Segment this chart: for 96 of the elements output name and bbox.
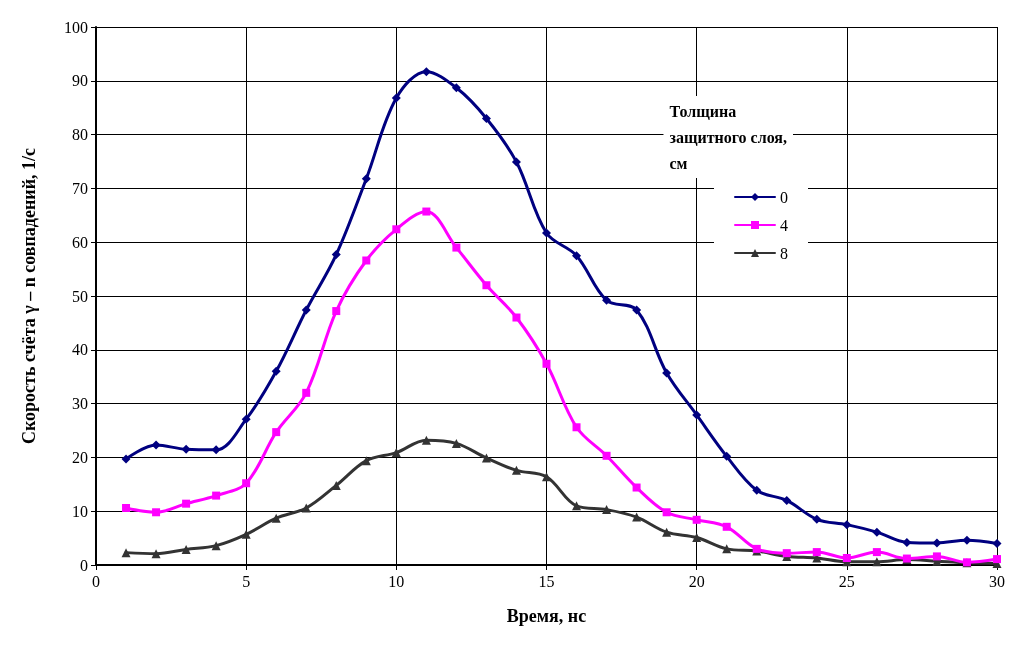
legend-label: 0: [780, 188, 788, 206]
point: [872, 548, 881, 557]
point: [512, 313, 521, 322]
point: [362, 256, 371, 265]
point: [301, 305, 311, 315]
y-tick-label: 40: [72, 341, 88, 359]
point: [511, 157, 521, 167]
point: [722, 451, 732, 461]
point: [392, 225, 401, 234]
y-tick-label: 0: [80, 556, 88, 574]
point: [932, 552, 941, 561]
point: [722, 522, 731, 531]
y-tick-label: 80: [72, 126, 88, 144]
point: [692, 515, 701, 524]
y-tick-label: 50: [72, 287, 88, 305]
point: [752, 485, 762, 495]
point: [241, 414, 251, 424]
x-tick-label: 5: [242, 572, 251, 590]
point: [421, 67, 431, 77]
point: [993, 555, 1001, 564]
y-tick-label: 70: [72, 179, 88, 197]
point: [812, 548, 821, 557]
x-axis-title: Время, нс: [506, 606, 587, 626]
point: [932, 538, 942, 548]
x-tick-label: 30: [989, 572, 1005, 590]
point: [511, 465, 521, 475]
point: [812, 514, 822, 524]
point: [782, 495, 792, 505]
point: [331, 250, 341, 260]
point: [211, 541, 221, 551]
point: [602, 505, 612, 515]
y-tick-label: 30: [72, 395, 88, 413]
y-tick-label: 100: [64, 18, 88, 36]
y-tick-label: 90: [72, 72, 88, 90]
point: [692, 410, 702, 420]
y-axis-title: Скорость счёта γ – n совпадений, 1/с: [19, 147, 39, 445]
point: [122, 503, 131, 512]
point: [482, 281, 491, 290]
point: [572, 251, 582, 261]
point: [962, 535, 972, 545]
point: [452, 243, 461, 252]
point: [632, 512, 642, 522]
point: [602, 451, 611, 460]
point: [151, 440, 161, 450]
point: [662, 508, 671, 517]
point: [211, 445, 221, 455]
point: [212, 491, 221, 500]
point: [842, 520, 852, 530]
point: [271, 366, 281, 376]
point: [481, 113, 491, 123]
y-tick-label: 60: [72, 233, 88, 251]
x-tick-label: 10: [388, 572, 405, 590]
point: [181, 444, 191, 454]
point: [842, 554, 851, 563]
x-tick-label: 15: [538, 572, 555, 590]
point: [271, 513, 281, 523]
point: [902, 537, 912, 547]
point: [241, 529, 251, 539]
point: [391, 448, 401, 458]
point: [602, 295, 612, 305]
point: [451, 83, 461, 93]
point: [632, 483, 641, 492]
x-tick-label: 20: [688, 572, 705, 590]
y-tick-label: 10: [72, 502, 88, 520]
legend-label: 4: [780, 216, 788, 234]
point: [121, 548, 131, 558]
point: [421, 435, 431, 445]
point: [992, 538, 1002, 548]
point: [151, 549, 161, 559]
point: [332, 307, 341, 316]
point: [572, 501, 582, 511]
point: [272, 428, 281, 437]
point: [572, 423, 581, 432]
point: [181, 544, 191, 554]
point: [542, 359, 551, 368]
point: [391, 93, 401, 103]
point: [692, 533, 702, 543]
point: [422, 207, 431, 216]
point: [542, 472, 551, 482]
point: [242, 479, 251, 488]
point: [662, 368, 672, 378]
point: [632, 305, 642, 315]
x-tick-label: 25: [838, 572, 855, 590]
point: [152, 508, 161, 517]
point: [182, 499, 191, 508]
point: [121, 454, 131, 464]
point: [872, 527, 882, 537]
x-tick-label: 0: [92, 572, 100, 590]
point: [302, 388, 311, 397]
y-tick-label: 20: [72, 448, 88, 466]
point: [662, 527, 672, 537]
point: [451, 438, 461, 448]
point: [361, 174, 371, 184]
point: [542, 228, 551, 238]
legend-label: 8: [780, 244, 788, 262]
legend-title: Толщина защитного слоя, см: [669, 102, 787, 172]
